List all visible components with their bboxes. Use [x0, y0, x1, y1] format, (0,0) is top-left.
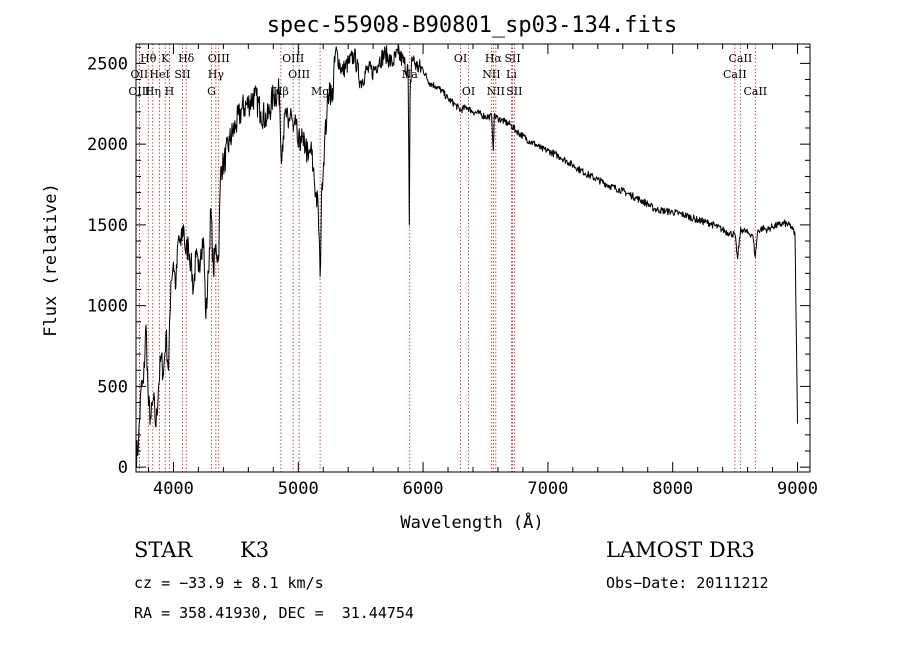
x-tick-label: 6000: [403, 479, 444, 499]
line-marker-label: OIII: [288, 68, 310, 81]
line-marker-label: OI: [462, 85, 475, 98]
x-tick-label: 4000: [153, 479, 194, 499]
line-marker-label: SII: [174, 68, 190, 81]
line-marker-label: OIII: [208, 52, 230, 65]
line-marker-label: SII: [504, 52, 520, 65]
object-class: STAR: [134, 538, 193, 562]
line-marker-label: K: [161, 52, 170, 65]
line-marker-label: Hδ: [178, 52, 195, 65]
y-axis-label: Flux (relative): [41, 183, 61, 337]
y-tick-label: 0: [118, 458, 128, 478]
line-marker-label: G: [207, 85, 216, 98]
line-marker-label: Li: [506, 68, 517, 81]
x-tick-label: 9000: [777, 479, 818, 499]
line-marker-label: CaII: [743, 85, 767, 98]
line-marker-label: Mg: [311, 85, 329, 98]
spectrum-series: [135, 44, 798, 468]
line-marker-label: H: [165, 85, 175, 98]
line-marker-label: NII: [482, 68, 500, 81]
line-marker-label: OI: [454, 52, 467, 65]
line-marker-label: SII: [506, 85, 522, 98]
line-marker-label: Hη: [145, 85, 161, 98]
line-marker-label: Hα: [485, 52, 503, 65]
observation-date: Obs−Date: 20111212: [606, 574, 769, 592]
x-axis-label: Wavelength (Å): [400, 511, 543, 533]
line-marker-label: OIII: [128, 85, 150, 98]
coordinates: RA = 358.41930, DEC = 31.44754: [134, 604, 414, 622]
survey-name: LAMOST DR3: [606, 538, 755, 562]
object-subclass: K3: [240, 538, 270, 562]
redshift-velocity: cz = −33.9 ± 8.1 km/s: [134, 574, 324, 592]
line-marker-label: OIII: [282, 52, 304, 65]
axis-ticks: 4000 5000 6000 7000 8000 9000 0 500 1000 1500 2000…: [87, 44, 818, 499]
y-tick-label: 1000: [87, 297, 128, 317]
line-marker-label: OII: [131, 68, 149, 81]
y-tick-label: 500: [97, 377, 128, 397]
x-tick-label: 8000: [652, 479, 693, 499]
x-tick-label: 7000: [527, 479, 568, 499]
line-marker-label: CaII: [723, 68, 747, 81]
chart-title: spec-55908-B90801_sp03-134.fits: [267, 13, 678, 38]
line-marker-label: HeI: [149, 68, 169, 81]
y-tick-label: 1500: [87, 216, 128, 236]
y-tick-label: 2000: [87, 135, 128, 155]
spectrum-line: [135, 44, 798, 468]
line-marker-label: Hγ: [208, 68, 225, 81]
line-marker-label: CaII: [729, 52, 753, 65]
y-tick-label: 2500: [87, 54, 128, 74]
x-tick-label: 5000: [278, 479, 319, 499]
line-marker-label: NII: [487, 85, 505, 98]
